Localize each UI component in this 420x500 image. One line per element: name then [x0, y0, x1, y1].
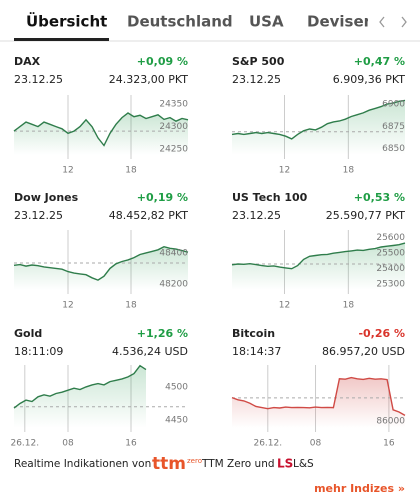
footer-text: L&S — [293, 458, 314, 470]
x-tick-label: 26.12. — [10, 439, 39, 449]
change: +0,09 % — [137, 55, 188, 68]
card-title: DAX — [14, 55, 41, 68]
ls-logo[interactable]: LS — [277, 457, 293, 471]
x-tick-label: 26.12. — [253, 439, 282, 449]
tab-underline — [14, 38, 109, 41]
time: 23.12.25 — [232, 209, 281, 222]
y-tick-label: 25400 — [376, 264, 405, 274]
price: 6.909,36 PKT — [333, 73, 405, 86]
time: 23.12.25 — [14, 209, 63, 222]
time: 23.12.25 — [232, 73, 281, 86]
x-tick-label: 16 — [383, 439, 395, 449]
x-tick-label: 18 — [343, 301, 355, 311]
area — [232, 377, 405, 428]
price: 86.957,20 USD — [322, 345, 405, 358]
price: 25.590,77 PKT — [326, 209, 405, 222]
price: 24.323,00 PKT — [109, 73, 188, 86]
price-line — [231, 376, 406, 417]
y-tick-label: 25500 — [376, 249, 405, 259]
y-tick-label: 6900 — [382, 99, 405, 109]
x-tick-label: 18 — [125, 301, 137, 311]
tab[interactable]: USA — [249, 13, 284, 31]
time: 23.12.25 — [14, 73, 63, 86]
change: +1,26 % — [137, 327, 188, 340]
y-tick-label: 48400 — [159, 248, 188, 258]
tab[interactable]: Devisen — [307, 13, 374, 31]
price-line — [13, 245, 189, 281]
x-tick-label: 12 — [62, 301, 73, 311]
change: -0,26 % — [358, 327, 405, 340]
change: +0,47 % — [354, 55, 405, 68]
tab[interactable]: Übersicht — [26, 12, 107, 31]
footer-text: TTM Zero und — [201, 458, 275, 470]
x-tick-label: 08 — [62, 439, 74, 449]
more-link[interactable]: mehr Indizes » — [314, 482, 405, 495]
y-tick-label: 4450 — [165, 416, 188, 426]
area — [232, 243, 405, 290]
x-tick-label: 12 — [279, 301, 290, 311]
card-title: US Tech 100 — [232, 191, 308, 204]
x-tick-label: 12 — [62, 166, 73, 176]
x-tick-label: 18 — [343, 166, 355, 176]
y-tick-label: 25600 — [376, 233, 405, 243]
area — [14, 113, 188, 155]
time: 18:14:37 — [232, 345, 281, 358]
footer-text: Realtime Indikationen von — [14, 458, 151, 470]
price-line — [231, 242, 406, 270]
y-tick-label: 24350 — [159, 100, 188, 110]
price: 48.452,82 PKT — [109, 209, 188, 222]
area — [14, 365, 146, 428]
area — [232, 100, 405, 155]
area — [14, 246, 188, 290]
change: +0,19 % — [137, 191, 188, 204]
card-title: Gold — [14, 327, 42, 340]
prev-arrow[interactable] — [379, 16, 385, 28]
y-tick-label: 6875 — [382, 122, 405, 132]
y-tick-label: 24300 — [159, 122, 188, 132]
price-line — [13, 112, 189, 147]
card-title: S&P 500 — [232, 55, 285, 68]
y-tick-label: 4500 — [165, 382, 188, 392]
card-title: Bitcoin — [232, 327, 275, 340]
change: +0,53 % — [354, 191, 405, 204]
price-line — [231, 99, 406, 140]
time: 18:11:09 — [14, 345, 63, 358]
card-title: Dow Jones — [14, 191, 79, 204]
y-tick-label: 48200 — [159, 279, 188, 289]
y-tick-label: 25300 — [376, 280, 405, 290]
arrow-bg — [368, 8, 420, 36]
price: 4.536,24 USD — [112, 345, 188, 358]
cards: DAX +0,09 % 23.12.25 24.323,00 PKT 12 18 24350… — [10, 55, 406, 449]
ttm-logo-zero: zero — [187, 457, 202, 465]
ttm-logo[interactable]: ttm — [152, 454, 186, 474]
price-line — [13, 364, 147, 409]
y-tick-label: 6850 — [382, 144, 405, 154]
y-tick-label: 86000 — [376, 416, 405, 426]
x-tick-label: 16 — [125, 439, 137, 449]
x-tick-label: 08 — [310, 439, 322, 449]
tab[interactable]: Deutschland — [127, 13, 233, 31]
y-tick-label: 24250 — [159, 145, 188, 155]
x-tick-label: 18 — [125, 166, 137, 176]
next-arrow[interactable] — [401, 16, 407, 28]
x-tick-label: 12 — [279, 166, 290, 176]
